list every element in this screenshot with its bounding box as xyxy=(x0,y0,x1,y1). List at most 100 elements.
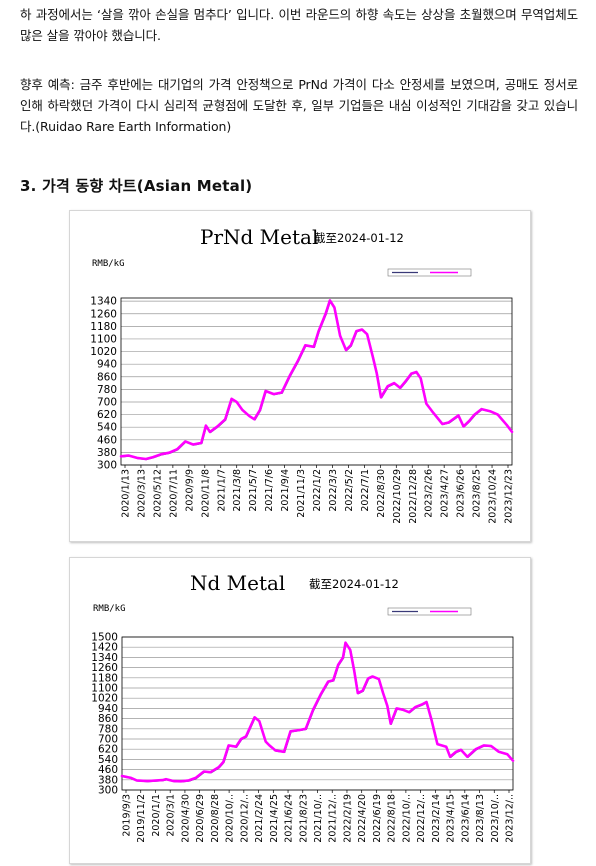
prnd-xtick-label: 2023/8/25 xyxy=(472,469,483,518)
prnd-xtick-label: 2022/7/1 xyxy=(360,469,371,512)
prnd-data-point xyxy=(415,371,418,373)
nd-data-point xyxy=(180,780,182,783)
nd-xtick-label: 2023/2/14 xyxy=(431,794,442,843)
prnd-data-point xyxy=(168,451,171,454)
prnd-data-point xyxy=(329,299,331,302)
prnd-data-point xyxy=(496,413,499,416)
prnd-data-point xyxy=(312,345,315,348)
prnd-data-point xyxy=(371,355,374,358)
prnd-data-point xyxy=(224,418,227,421)
prnd-xtick-label: 2020/5/12 xyxy=(152,469,163,518)
prnd-data-point xyxy=(192,443,194,446)
prnd-xtick-label: 2021/1/7 xyxy=(216,469,227,512)
prnd-ytick-label: 540 xyxy=(97,422,117,434)
nd-data-point xyxy=(222,761,225,763)
prnd-data-point xyxy=(333,306,336,309)
nd-ytick-label: 1340 xyxy=(91,652,118,664)
nd-xtick-label: 2020/12/.. xyxy=(239,794,250,843)
nd-data-point xyxy=(253,716,256,719)
prnd-xtick-label: 2021/5/7 xyxy=(248,469,259,512)
nd-xtick-label: 2023/8/13 xyxy=(475,794,486,843)
forecast-paragraph: 향후 예측: 금주 후반에는 대기업의 가격 안정책으로 PrNd 가격이 다소… xyxy=(20,77,578,134)
nd-ytick-label: 1260 xyxy=(91,662,118,674)
nd-data-point xyxy=(172,780,175,782)
nd-ytick-label: 940 xyxy=(98,703,118,715)
prnd-xtick-label: 2020/1/13 xyxy=(121,469,132,518)
nd-data-point xyxy=(268,744,271,747)
prnd-ytick-label: 460 xyxy=(97,434,117,446)
nd-data-point xyxy=(361,689,364,692)
prnd-data-point xyxy=(480,408,483,410)
nd-data-point xyxy=(378,678,380,680)
nd-ytick-label: 860 xyxy=(98,713,118,725)
prnd-data-point xyxy=(317,330,320,332)
nd-data-point xyxy=(264,740,267,743)
nd-data-point xyxy=(408,711,410,714)
nd-xtick-label: 2022/12/.. xyxy=(416,794,427,843)
prnd-data-point xyxy=(248,415,251,418)
prnd-data-point xyxy=(296,360,299,362)
nd-data-point xyxy=(227,744,230,747)
nd-data-point xyxy=(161,779,164,781)
prnd-data-point xyxy=(447,421,450,424)
nd-data-point xyxy=(420,703,423,706)
prnd-data-point xyxy=(511,431,513,433)
nd-xtick-label: 2022/4/20 xyxy=(357,794,368,843)
nd-plot-frame xyxy=(121,636,514,791)
nd-xtick-label: 2023/4/15 xyxy=(446,794,457,843)
nd-xtick-label: 2021/4/25 xyxy=(269,794,280,843)
nd-data-point xyxy=(430,719,433,721)
prnd-ytick-label: 1180 xyxy=(90,321,117,333)
nd-data-point xyxy=(245,735,247,738)
prnd-ytick-label: 780 xyxy=(97,384,117,396)
prnd-data-point xyxy=(205,424,207,427)
nd-ytick-label: 1020 xyxy=(91,693,118,705)
prnd-data-point xyxy=(176,448,179,451)
prnd-ytick-label: 1020 xyxy=(90,346,117,358)
nd-data-point xyxy=(194,777,197,779)
nd-data-point xyxy=(319,693,322,696)
nd-metal-chart: Nd Metal 截至2024-01-12 RMB/kG 300 380 460 540 62… xyxy=(69,557,531,864)
nd-xtick-label: 2023/10/.. xyxy=(490,794,501,843)
nd-data-point xyxy=(466,755,469,758)
nd-ytick-label: 540 xyxy=(98,754,118,766)
nd-xtick-label: 2020/6/29 xyxy=(195,794,206,843)
nd-data-point xyxy=(356,692,359,694)
nd-data-point xyxy=(344,641,347,644)
nd-data-point xyxy=(455,750,457,753)
nd-ytick-label: 1500 xyxy=(91,632,118,644)
nd-ytick-label: 1420 xyxy=(91,642,118,654)
prnd-series-shadow xyxy=(121,300,514,461)
prnd-xtick-label: 2022/3/3 xyxy=(328,469,339,512)
prnd-data-point xyxy=(272,393,275,395)
nd-data-point xyxy=(235,745,237,748)
prnd-metal-chart: PrNd Metal 截至2024-01-12 RMB/kG 300 380 460 540… xyxy=(69,210,531,542)
nd-ytick-label: 1100 xyxy=(91,683,118,695)
prnd-xtick-label: 2022/8/30 xyxy=(376,469,387,518)
nd-ytick-label: 780 xyxy=(98,723,118,735)
nd-xtick-label: 2021/8/23 xyxy=(298,794,309,843)
intro-paragraph: 하 과정에서는 ‘살을 깎아 손실을 멈추다’ 입니다. 이번 라운드의 하향 … xyxy=(20,7,578,43)
nd-data-point xyxy=(146,780,149,782)
nd-data-point xyxy=(202,770,205,773)
nd-data-point xyxy=(425,701,428,703)
nd-xtick-label: 2022/10/.. xyxy=(401,794,412,843)
prnd-data-point xyxy=(145,458,147,460)
nd-data-point xyxy=(121,775,123,777)
nd-ytick-label: 380 xyxy=(98,774,118,786)
nd-xtick-label: 2020/4/30 xyxy=(180,794,191,843)
prnd-data-point xyxy=(289,374,291,377)
nd-data-point xyxy=(274,749,277,752)
prnd-xtick-label: 2021/11/3 xyxy=(296,469,307,518)
prnd-xtick-label: 2023/12/23 xyxy=(504,469,515,524)
prnd-ytick-label: 700 xyxy=(97,396,117,408)
prnd-data-point xyxy=(160,453,162,456)
nd-xtick-label: 2022/8/18 xyxy=(387,794,398,843)
nd-data-point xyxy=(342,656,344,659)
prnd-data-point xyxy=(127,454,130,457)
prnd-data-point xyxy=(366,333,368,336)
nd-xtick-label: 2021/12/.. xyxy=(328,794,339,843)
nd-data-point xyxy=(445,745,448,748)
prnd-data-point xyxy=(230,397,233,400)
prnd-data-point xyxy=(120,455,122,458)
